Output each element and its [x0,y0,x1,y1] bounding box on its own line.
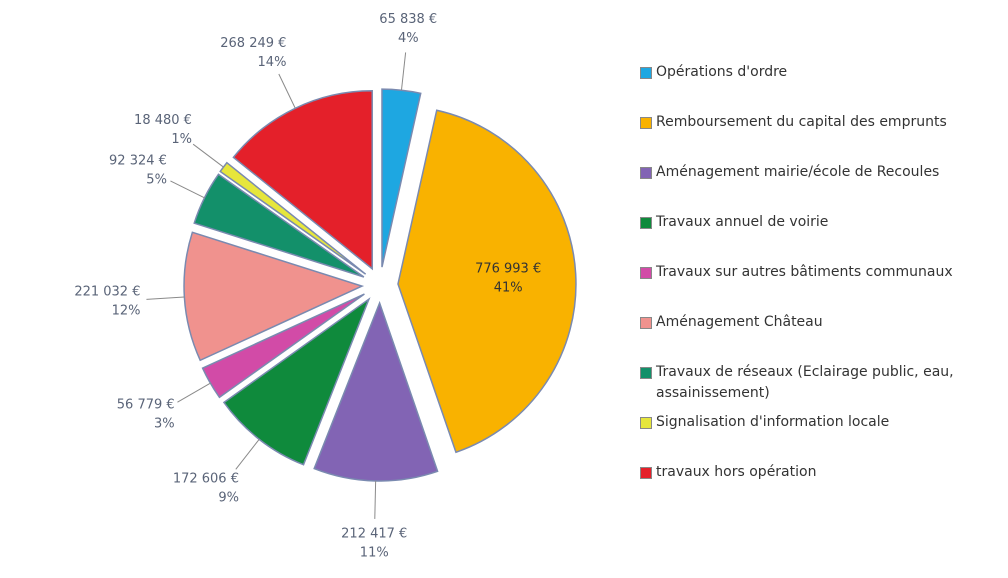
legend-swatch [640,267,652,279]
value-label: 18 480 € [134,113,192,128]
percent-label: 1% [171,132,192,147]
legend-item: Aménagement Château [638,312,983,362]
pie-slice [381,88,422,268]
legend-label: Aménagement mairie/école de Recoules [656,164,940,180]
percent-label: 41% [494,280,523,295]
value-label: 65 838 € [379,12,437,27]
percent-label: 14% [258,55,287,70]
legend-label: Travaux de réseaux (Eclairage public, ea… [656,364,954,401]
legend-swatch [640,467,652,479]
legend-item: Aménagement mairie/école de Recoules [638,162,983,212]
value-label: 776 993 € [475,261,541,276]
percent-label: 5% [146,173,167,188]
value-label: 56 779 € [117,398,175,413]
legend-swatch [640,367,652,379]
legend-item: travaux hors opération [638,462,983,512]
leader-line [374,480,377,519]
legend-item: Travaux sur autres bâtiments communaux [638,262,983,312]
percent-label: 3% [154,417,175,432]
legend-label: Opérations d'ordre [656,64,788,80]
pie-slice [201,293,365,399]
legend-label: Signalisation d'information locale [656,414,890,430]
value-label: 92 324 € [109,154,167,169]
leader-line [146,296,185,300]
legend-item: Travaux annuel de voirie [638,212,983,262]
leader-line [278,73,296,109]
pie-slice [193,173,365,278]
value-label: 268 249 € [220,36,286,51]
percent-label: 12% [112,303,141,318]
legend-swatch [640,317,652,329]
legend: Opérations d'ordre Remboursement du capit… [638,62,983,512]
legend-swatch [640,117,652,129]
legend-label: Travaux annuel de voirie [656,214,829,230]
leader-line [177,382,211,403]
legend-item: Remboursement du capital des emprunts [638,112,983,162]
leader-line [400,52,407,91]
pie-slice [397,109,577,454]
legend-item: Travaux de réseaux (Eclairage public, ea… [638,362,983,412]
value-label: 212 417 € [341,526,407,541]
legend-item: Signalisation d'information locale [638,412,983,462]
percent-label: 4% [398,31,419,46]
value-label: 221 032 € [74,284,140,299]
legend-swatch [640,67,652,79]
legend-label: Travaux sur autres bâtiments communaux [656,264,953,280]
legend-swatch [640,417,652,429]
percent-label: 9% [218,491,239,506]
leader-line [170,180,205,199]
legend-swatch [640,167,652,179]
leader-line [192,143,224,168]
legend-swatch [640,217,652,229]
percent-label: 11% [360,545,389,560]
pie-slice [232,90,373,271]
legend-label: Aménagement Château [656,314,823,330]
value-label: 172 606 € [173,472,239,487]
legend-label: Remboursement du capital des emprunts [656,114,947,130]
leader-line [235,439,260,470]
legend-item: Opérations d'ordre [638,62,983,112]
pie-slice [183,231,365,362]
legend-label: travaux hors opération [656,464,817,480]
